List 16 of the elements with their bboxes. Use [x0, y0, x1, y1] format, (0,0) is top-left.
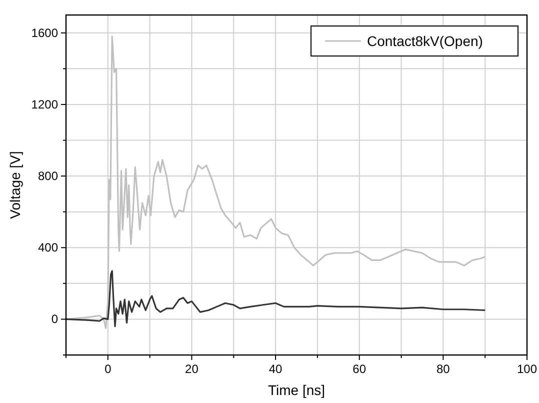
x-tick-label: 20: [185, 362, 199, 376]
x-axis-title: Time [ns]: [268, 382, 326, 398]
x-tick-label: 40: [268, 362, 283, 376]
x-tick-label: 0: [104, 362, 112, 376]
y-tick-label: 1600: [31, 26, 58, 40]
y-tick-label: 400: [38, 240, 58, 255]
legend-label: Contact8kV(Open): [367, 33, 483, 49]
line-series: [66, 36, 486, 329]
y-tick-label: 800: [38, 169, 58, 184]
x-tick-label: 80: [436, 362, 450, 376]
x-tick-label: 100: [516, 362, 538, 376]
y-tick-label: 1200: [31, 97, 58, 112]
y-tick-label: 0: [51, 312, 58, 326]
line-series: [66, 270, 486, 328]
x-tick-label: 60: [352, 362, 366, 376]
y-axis-title: Voltage [V]: [7, 151, 23, 219]
